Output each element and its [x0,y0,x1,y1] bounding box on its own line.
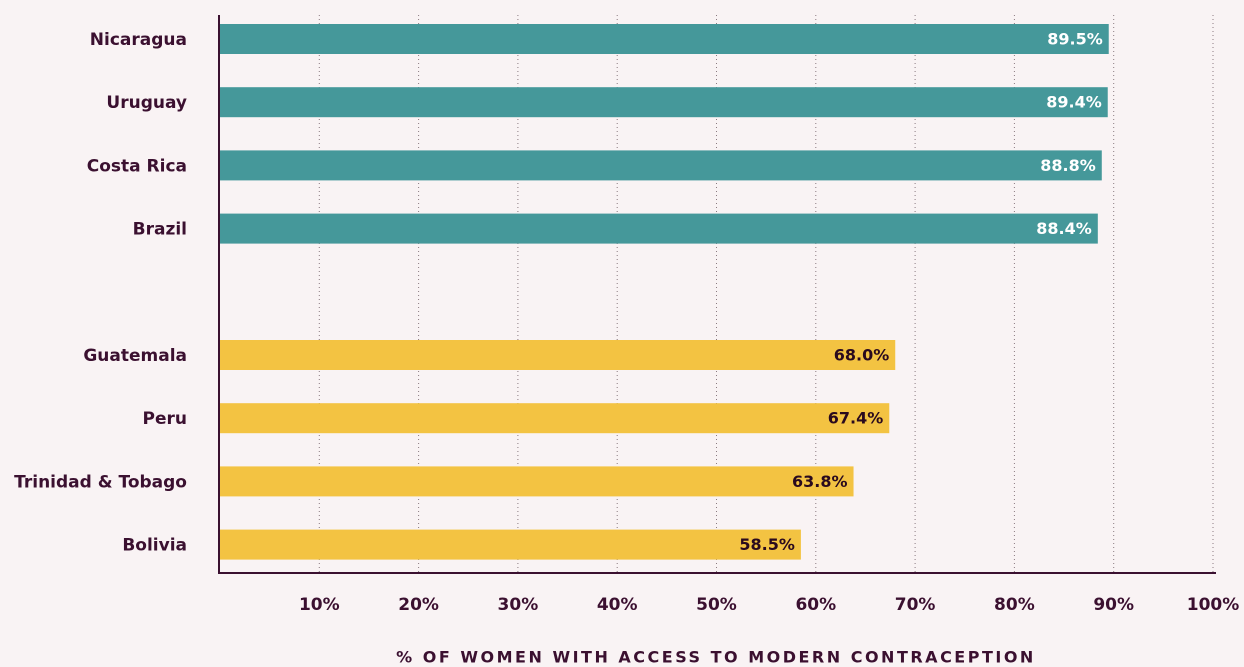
y-tick-label: Nicaragua [90,30,187,50]
x-tick-label: 80% [994,595,1035,615]
y-tick-label: Guatemala [83,346,187,366]
x-tick-label: 60% [795,595,836,615]
x-axis-title: % OF WOMEN WITH ACCESS TO MODERN CONTRAC… [396,648,1036,667]
y-tick-label: Bolivia [122,536,187,556]
bar [220,150,1102,181]
y-tick-label: Peru [143,409,187,429]
bar [220,403,890,434]
y-tick-label: Costa Rica [87,156,187,176]
value-label: 67.4% [828,409,884,428]
bar [220,529,801,560]
x-tick-label: 40% [597,595,638,615]
x-tick-label: 100% [1187,595,1240,615]
value-label: 89.5% [1047,30,1103,49]
x-tick-label: 30% [498,595,539,615]
value-label: 89.4% [1046,93,1102,112]
bar [220,466,854,497]
bar [220,340,896,370]
value-label: 58.5% [739,535,795,554]
x-tick-label: 20% [398,595,439,615]
y-tick-label: Uruguay [106,93,187,113]
bar [220,213,1098,244]
x-tick-label: 50% [696,595,737,615]
value-label: 63.8% [792,472,848,491]
value-label: 68.0% [834,346,890,365]
value-label: 88.8% [1040,156,1096,175]
y-tick-label: Trinidad & Tobago [14,472,187,492]
x-tick-label: 10% [299,595,340,615]
y-tick-label: Brazil [133,220,187,240]
value-label: 88.4% [1036,219,1092,238]
bar [220,24,1109,54]
x-tick-label: 90% [1093,595,1134,615]
x-tick-label: 70% [895,595,936,615]
bar [220,87,1108,118]
